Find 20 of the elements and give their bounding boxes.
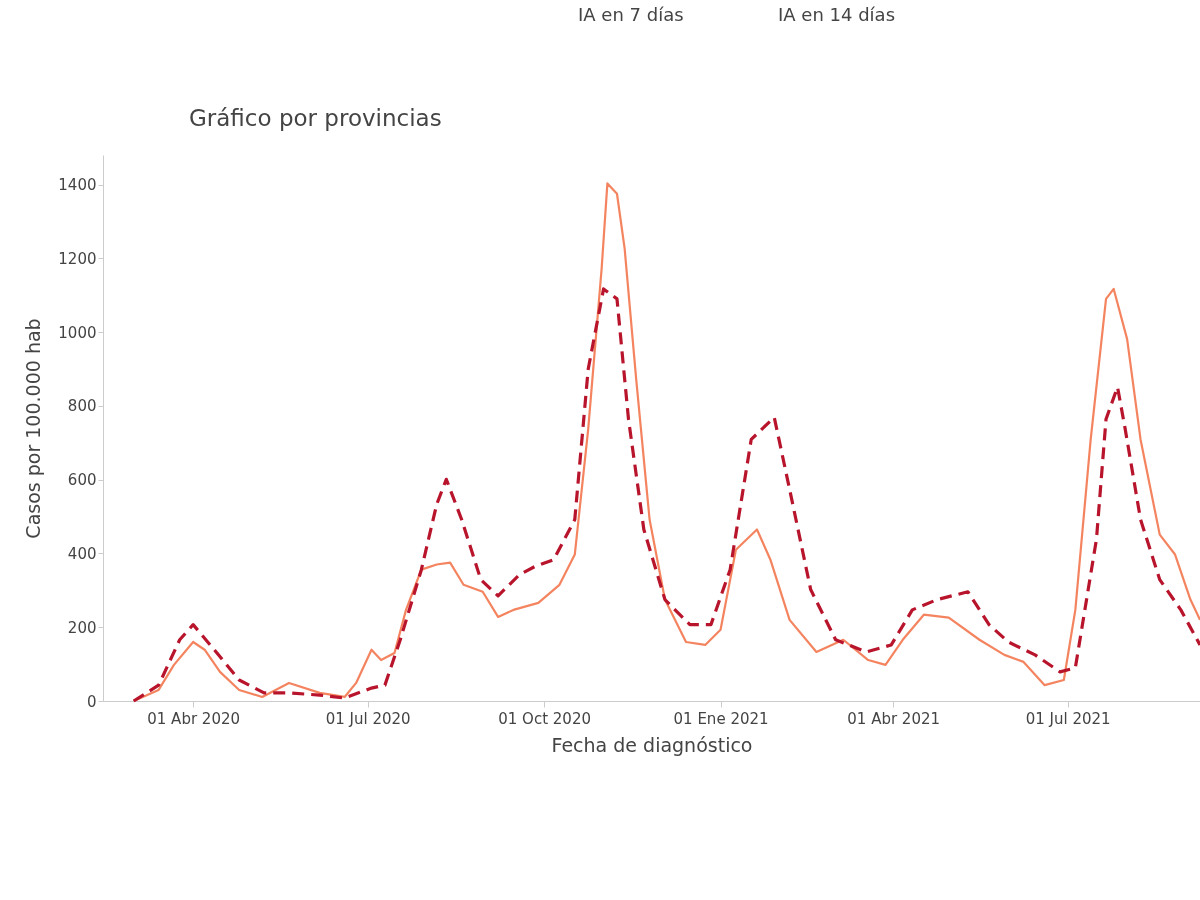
text: IA en 7 días [578, 4, 684, 25]
y-tick-label: 1400 [58, 176, 97, 195]
x-tick-label: 01 Abr 2020 [147, 709, 241, 728]
text: IA en 14 días [778, 4, 896, 25]
line-series [132, 287, 1200, 703]
chart-title: Gráfico por provincias [189, 105, 442, 131]
x-axis-title: Fecha de diagnóstico [551, 733, 753, 756]
x-tick-label: 01 Jul 2021 [1025, 709, 1111, 728]
y-tick-label: 200 [67, 618, 97, 637]
y-tick-label: 0 [86, 692, 97, 711]
y-tick-label: 800 [67, 397, 97, 416]
x-tick-label: 01 Abr 2021 [847, 709, 941, 728]
x-tick-label: 01 Jul 2020 [325, 709, 411, 728]
y-tick-label: 1000 [58, 323, 97, 342]
x-tick-label: 01 Oct 2020 [498, 709, 591, 728]
y-tick-label: 600 [67, 471, 97, 490]
y-axis-title: Casos por 100.000 hab [22, 318, 45, 539]
x-tick-label: 01 Ene 2021 [673, 709, 769, 728]
y-tick-label: 1200 [58, 249, 97, 268]
y-tick-label: 400 [67, 544, 97, 563]
